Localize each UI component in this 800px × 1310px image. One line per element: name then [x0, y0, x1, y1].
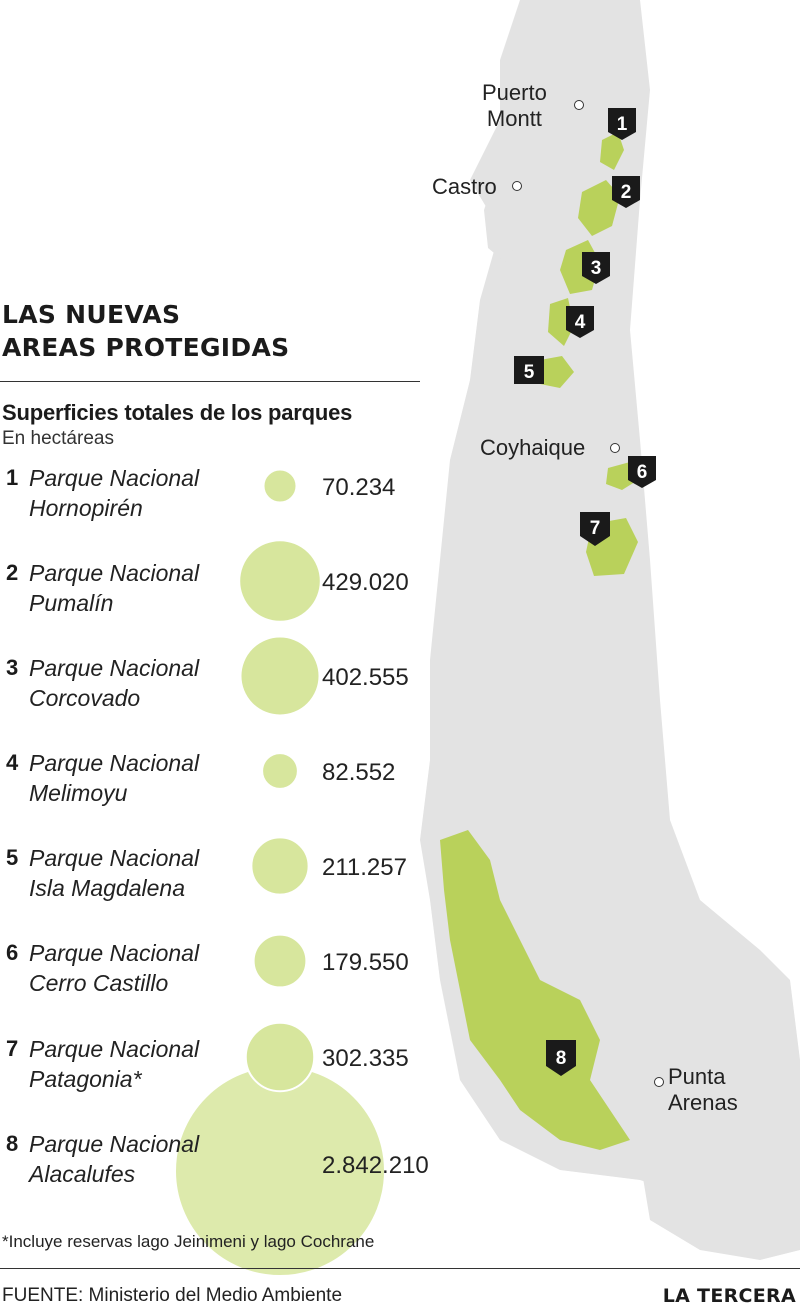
park-value-label: 211.257: [322, 854, 407, 881]
city-label-castro: Castro: [432, 174, 497, 199]
park-name-line-1: Parque Nacional: [29, 655, 200, 681]
park-row-6: 6 Parque Nacional Cerro Castillo 179.550: [0, 938, 440, 1008]
source-credit: FUENTE: Ministerio del Medio Ambiente: [2, 1285, 343, 1306]
park-value-label: 429.020: [322, 569, 409, 596]
park-name-line-1: Parque Nacional: [29, 750, 200, 776]
park-marker-4: 4: [566, 306, 594, 338]
park-name-line-2: Cerro Castillo: [29, 970, 169, 996]
park-area-8: [440, 830, 630, 1150]
park-number: 5: [6, 845, 19, 870]
city-label-coyhaique: Coyhaique: [480, 435, 586, 460]
svg-text:6: 6: [637, 462, 648, 483]
park-marker-8: 8: [546, 1040, 576, 1076]
park-marker-3: 3: [582, 252, 610, 284]
land-mass: [420, 0, 800, 1230]
park-number: 3: [6, 655, 19, 680]
unit-label: En hectáreas: [2, 428, 114, 449]
city-label-punta-arenas: Punta Arenas: [668, 1064, 738, 1115]
park-name: Parque Nacional Corcovado: [29, 653, 259, 713]
park-number: 2: [6, 560, 19, 585]
city-circle-icon: [610, 443, 620, 453]
svg-text:5: 5: [524, 362, 535, 383]
park-name: Parque Nacional Isla Magdalena: [29, 843, 259, 903]
park-name-line-1: Parque Nacional: [29, 940, 200, 966]
park-marker-2: 2: [612, 176, 640, 208]
park-name-line-2: Isla Magdalena: [29, 875, 185, 901]
park-name: Parque Nacional Alacalufes: [29, 1129, 259, 1189]
park-row-5: 5 Parque Nacional Isla Magdalena 211.257: [0, 843, 440, 913]
park-row-3: 3 Parque Nacional Corcovado 402.555: [0, 653, 440, 723]
footnote: *Incluye reservas lago Jeinimeni y lago …: [2, 1232, 375, 1251]
chart-subtitle: Superficies totales de los parques: [2, 400, 353, 425]
park-value-label: 70.234: [322, 474, 396, 501]
park-value-label: 402.555: [322, 664, 409, 691]
svg-text:1: 1: [617, 114, 628, 135]
park-value-label: 82.552: [322, 759, 396, 786]
park-row-7: 7 Parque Nacional Patagonia* 302.335: [0, 1034, 440, 1104]
title-divider: [0, 381, 420, 382]
svg-text:7: 7: [590, 518, 601, 539]
park-name: Parque Nacional Hornopirén: [29, 463, 259, 523]
city-circle-icon: [512, 181, 522, 191]
footer-divider: [0, 1268, 800, 1269]
park-name: Parque Nacional Pumalín: [29, 558, 259, 618]
park-name-line-1: Parque Nacional: [29, 845, 200, 871]
title-line-2: AREAS PROTEGIDAS: [2, 333, 290, 362]
svg-text:3: 3: [591, 258, 602, 279]
brand-logo: LA TERCERA: [662, 1285, 796, 1307]
park-name: Parque Nacional Cerro Castillo: [29, 938, 259, 998]
city-circle-icon: [654, 1077, 664, 1087]
park-marker-5: 5: [514, 356, 544, 384]
title-line-1: LAS NUEVAS: [2, 300, 181, 329]
city-circle-icon: [574, 100, 584, 110]
park-row-4: 4 Parque Nacional Melimoyu 82.552: [0, 748, 440, 818]
page-title: LAS NUEVAS AREAS PROTEGIDAS: [2, 298, 422, 364]
park-name-line-2: Hornopirén: [29, 495, 143, 521]
park-name-line-2: Corcovado: [29, 685, 141, 711]
park-name-line-2: Alacalufes: [29, 1161, 136, 1187]
park-value-label: 179.550: [322, 949, 409, 976]
park-name-line-1: Parque Nacional: [29, 1036, 200, 1062]
park-name-line-1: Parque Nacional: [29, 560, 200, 586]
city-label-puerto-montt: Puerto Montt: [482, 80, 547, 131]
svg-text:4: 4: [575, 312, 586, 333]
tierra-del-fuego: [640, 1130, 800, 1260]
park-number: 8: [6, 1131, 19, 1156]
park-number: 6: [6, 940, 19, 965]
park-marker-1: 1: [608, 108, 636, 140]
park-number: 7: [6, 1036, 19, 1061]
park-number: 1: [6, 465, 19, 490]
park-marker-6: 6: [628, 456, 656, 488]
park-name: Parque Nacional Patagonia*: [29, 1034, 259, 1094]
park-row-2: 2 Parque Nacional Pumalín 429.020: [0, 558, 440, 628]
park-area-5: [540, 356, 574, 388]
park-name: Parque Nacional Melimoyu: [29, 748, 259, 808]
park-name-line-2: Patagonia*: [29, 1066, 142, 1092]
park-marker-7: 7: [580, 512, 610, 546]
park-value-label: 302.335: [322, 1045, 409, 1072]
svg-text:2: 2: [621, 182, 632, 203]
park-value-label: 2.842.210: [322, 1152, 429, 1179]
park-name-line-1: Parque Nacional: [29, 1131, 200, 1157]
park-name-line-2: Pumalín: [29, 590, 114, 616]
park-name-line-2: Melimoyu: [29, 780, 128, 806]
park-row-1: 1 Parque Nacional Hornopirén 70.234: [0, 463, 440, 533]
park-area-1: [600, 132, 624, 170]
park-row-8: 8 Parque Nacional Alacalufes 2.842.210: [0, 1129, 440, 1199]
park-name-line-1: Parque Nacional: [29, 465, 200, 491]
svg-text:8: 8: [556, 1048, 567, 1069]
park-area-2: [578, 180, 620, 236]
park-number: 4: [6, 750, 19, 775]
